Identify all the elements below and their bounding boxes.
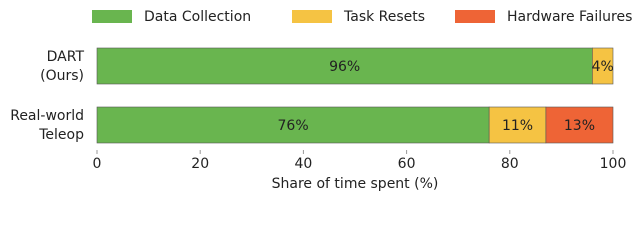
bar-segment — [96, 47, 593, 85]
page: Share of time spent (%) Data Collection T… — [10, 9, 633, 192]
legend-swatch — [455, 10, 495, 23]
value-label: 11% — [502, 118, 533, 134]
bar-segment — [96, 106, 490, 144]
value-label: 13% — [564, 118, 595, 134]
legend-swatch — [292, 10, 332, 23]
x-tick-label: 100 — [600, 156, 627, 172]
x-axis-label: Share of time spent (%) — [272, 176, 439, 192]
chart: Share of time spent (%) Data Collection T… — [10, 9, 632, 192]
bar-segment — [488, 106, 547, 144]
y-tick-label: Teleop — [38, 127, 84, 143]
legend-label: Data Collection — [144, 9, 251, 25]
bar-segment — [592, 47, 614, 85]
x-tick-label: 40 — [294, 156, 312, 172]
y-tick-label: DART — [47, 49, 85, 65]
value-label: 4% — [592, 59, 614, 75]
x-tick-label: 60 — [398, 156, 416, 172]
y-tick-label: Real-world — [10, 108, 84, 124]
y-tick-label: (Ours) — [40, 68, 84, 84]
legend-swatch — [92, 10, 132, 23]
value-label: 76% — [278, 118, 309, 134]
legend-label: Hardware Failures — [507, 9, 632, 25]
bar-segment — [545, 106, 614, 144]
x-tick-label: 20 — [191, 156, 209, 172]
x-tick-label: 0 — [93, 156, 102, 172]
legend-label: Task Resets — [343, 9, 425, 25]
value-label: 96% — [329, 59, 360, 75]
x-tick-label: 80 — [501, 156, 519, 172]
